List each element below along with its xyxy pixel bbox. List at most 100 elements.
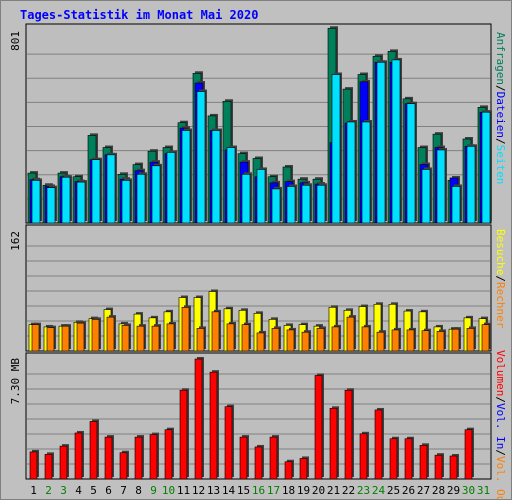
bar-rechner	[451, 328, 460, 352]
legend-bottom-item: Vol. Out	[494, 456, 507, 499]
x-tick-label: 27	[417, 484, 430, 497]
bar-seiten	[61, 176, 71, 224]
bar-seiten	[226, 147, 236, 224]
bar-seiten	[196, 91, 206, 224]
y-tick-label: 7.30 MB	[9, 358, 22, 405]
legend-bottom: Volumen/Vol. In/Vol. Out	[494, 350, 507, 499]
bar-rechner	[391, 329, 400, 352]
legend-top-item: Dateien	[494, 92, 507, 138]
bar-seiten	[166, 152, 176, 224]
bar-volumen	[404, 438, 413, 480]
legend-bottom-item: /	[494, 396, 507, 403]
bar-volumen	[224, 406, 233, 480]
x-tick-label: 7	[120, 484, 127, 497]
bar-seiten	[76, 181, 86, 224]
bar-rechner	[31, 324, 40, 352]
legend-middle-item: Besuche	[494, 229, 507, 275]
bar-rechner	[241, 324, 250, 352]
bar-rechner	[436, 331, 445, 352]
bar-seiten	[241, 174, 251, 224]
bar-rechner	[466, 328, 475, 352]
x-tick-label: 8	[135, 484, 142, 497]
bar-seiten	[46, 187, 56, 224]
bar-rechner	[421, 330, 430, 352]
legend-bottom-item: Vol. In	[494, 403, 507, 449]
x-tick-label: 25	[387, 484, 400, 497]
bar-rechner	[196, 328, 205, 352]
bar-rechner	[61, 325, 70, 352]
x-tick-label: 29	[447, 484, 460, 497]
x-tick-label: 24	[372, 484, 386, 497]
bar-volumen	[239, 436, 248, 480]
x-tick-label: 9	[150, 484, 157, 497]
bar-volumen	[359, 433, 368, 480]
bar-volumen	[374, 409, 383, 480]
legend-top-item: /	[494, 138, 507, 145]
bar-seiten	[481, 111, 491, 224]
x-tick-label: 3	[60, 484, 67, 497]
bar-seiten	[361, 121, 371, 224]
bar-volumen	[149, 434, 158, 480]
bar-rechner	[301, 331, 310, 352]
bar-volumen	[344, 389, 353, 480]
bar-rechner	[361, 326, 370, 352]
bar-seiten	[436, 149, 446, 224]
bar-seiten	[406, 103, 416, 224]
bar-volumen	[119, 452, 128, 480]
x-tick-label: 26	[402, 484, 415, 497]
x-tick-label: 22	[342, 484, 355, 497]
bar-rechner	[76, 322, 85, 352]
x-tick-label: 15	[237, 484, 250, 497]
bar-rechner	[316, 328, 325, 352]
x-tick-label: 6	[105, 484, 112, 497]
x-tick-label: 5	[90, 484, 97, 497]
bar-volumen	[44, 454, 53, 480]
bar-rechner	[226, 323, 235, 352]
bar-volumen	[284, 461, 293, 480]
bar-seiten	[376, 62, 386, 224]
bar-seiten	[256, 169, 266, 224]
bar-seiten	[91, 159, 101, 224]
bar-volumen	[179, 389, 188, 480]
bar-rechner	[91, 319, 100, 352]
bar-volumen	[59, 445, 68, 480]
bar-seiten	[31, 180, 41, 224]
bar-rechner	[481, 324, 490, 352]
bar-seiten	[421, 169, 431, 224]
bar-seiten	[211, 130, 221, 224]
bar-volumen	[434, 454, 443, 480]
x-tick-label: 11	[177, 484, 190, 497]
x-tick-label: 30	[462, 484, 475, 497]
bar-rechner	[331, 326, 340, 352]
bar-seiten	[391, 59, 401, 224]
x-tick-label: 23	[357, 484, 370, 497]
bar-seiten	[451, 186, 461, 224]
bar-volumen	[104, 436, 113, 480]
bar-rechner	[376, 331, 385, 352]
bar-volumen	[449, 455, 458, 480]
chart-title: Tages-Statistik im Monat Mai 2020	[20, 8, 259, 22]
bar-rechner	[271, 328, 280, 352]
bar-rechner	[286, 329, 295, 352]
bar-volumen	[194, 358, 203, 480]
bar-volumen	[74, 432, 83, 480]
x-tick-label: 19	[297, 484, 310, 497]
x-tick-label: 17	[267, 484, 280, 497]
legend-middle-item: /	[494, 275, 507, 282]
legend-middle-item: Rechner	[494, 282, 507, 329]
bar-seiten	[136, 174, 146, 224]
bar-rechner	[211, 311, 220, 352]
bar-volumen	[89, 421, 98, 480]
bar-volumen	[299, 458, 308, 480]
bar-seiten	[331, 74, 341, 224]
bar-volumen	[419, 445, 428, 480]
x-tick-label: 18	[282, 484, 295, 497]
bar-rechner	[256, 332, 265, 352]
bar-volumen	[329, 408, 338, 480]
legend-top-item: Seiten	[494, 145, 507, 185]
x-tick-label: 28	[432, 484, 445, 497]
x-tick-label: 10	[162, 484, 175, 497]
bar-rechner	[166, 323, 175, 352]
